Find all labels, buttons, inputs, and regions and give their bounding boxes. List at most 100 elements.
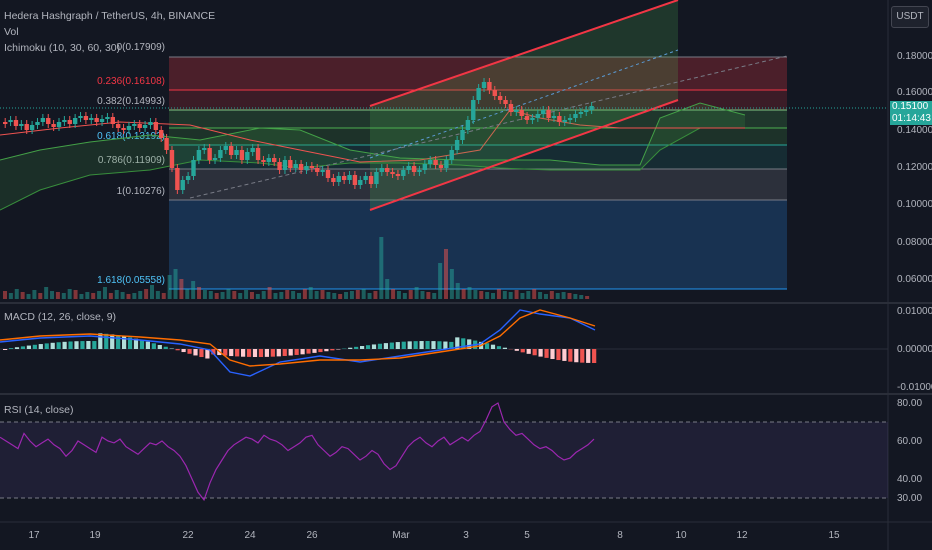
volume-bar — [338, 294, 343, 299]
macd-histogram-bar — [330, 349, 335, 351]
macd-histogram-bar — [544, 349, 549, 358]
candle — [169, 150, 175, 168]
volume-bar — [73, 290, 78, 299]
candle — [358, 180, 363, 185]
macd-histogram-bar — [556, 349, 561, 361]
candle — [315, 168, 320, 172]
time-axis-tick: 12 — [736, 530, 748, 541]
macd-histogram-bar — [80, 341, 85, 349]
macd-histogram-bar — [568, 349, 573, 362]
time-axis-tick: 22 — [182, 530, 194, 541]
price-axis-tick: 0.08000 — [897, 237, 932, 248]
macd-histogram-bar — [395, 342, 400, 349]
volume-bar — [208, 291, 213, 299]
macd-histogram-bar — [205, 349, 210, 359]
rsi-axis-tick: 60.00 — [897, 436, 922, 447]
macd-histogram-bar — [20, 346, 26, 349]
candle — [336, 176, 341, 182]
macd-histogram-bar — [294, 349, 299, 355]
volume-bar — [373, 291, 378, 299]
volume-bar — [114, 290, 119, 299]
macd-histogram-bar — [139, 340, 145, 349]
volume-bar — [185, 289, 190, 299]
volume-bar — [567, 293, 572, 299]
candle — [185, 176, 191, 180]
volume-bar — [20, 292, 25, 299]
channel-lower-line — [369, 99, 679, 211]
candle — [266, 158, 272, 162]
volume-bar — [3, 291, 7, 299]
volume-bar — [302, 289, 307, 299]
macd-histogram-bar — [181, 349, 186, 353]
volume-bar — [438, 263, 443, 299]
candle — [218, 150, 223, 158]
candle — [551, 116, 557, 118]
volume-bar — [26, 294, 31, 299]
volume-bar — [220, 292, 225, 299]
macd-histogram-bar — [502, 347, 507, 349]
macd-histogram-bar — [38, 344, 43, 349]
macd-histogram-bar — [8, 348, 14, 349]
volume-bar — [449, 269, 454, 299]
time-axis-tick: 5 — [524, 530, 530, 541]
volume-bar — [14, 289, 19, 299]
macd-histogram-bar — [86, 341, 91, 349]
rsi-axis-tick: 40.00 — [897, 474, 922, 485]
time-axis-tick: 15 — [828, 530, 840, 541]
macd-axis-tick: 0.01000 — [897, 306, 932, 317]
macd-histogram-bar — [50, 342, 55, 349]
price-axis-tick: 0.14000 — [897, 125, 932, 136]
volume-bar — [355, 290, 360, 299]
macd-axis-tick: -0.01000 — [897, 382, 932, 393]
currency-button[interactable]: USDT — [891, 6, 929, 28]
candle — [137, 124, 142, 128]
fib-zone — [169, 57, 787, 90]
volume-bar — [267, 287, 272, 299]
macd-histogram-bar — [258, 349, 264, 357]
macd-histogram-bar — [413, 341, 418, 349]
candle — [282, 160, 288, 170]
rsi-axis-tick: 80.00 — [897, 398, 922, 409]
candle — [255, 148, 261, 160]
candle — [67, 120, 72, 124]
volume-bar — [485, 292, 490, 299]
macd-histogram-bar — [484, 343, 490, 349]
volume-bar — [120, 292, 125, 299]
candle — [212, 158, 218, 160]
candle — [460, 130, 465, 140]
macd-histogram-bar — [348, 347, 353, 349]
macd-histogram-bar — [264, 349, 269, 357]
candle — [503, 100, 508, 104]
macd-histogram-bar — [377, 343, 383, 349]
candle — [228, 146, 234, 155]
last-price-tag: 0.15100 — [890, 101, 932, 113]
candle — [567, 118, 573, 120]
candle — [126, 126, 132, 130]
time-axis-tick: 17 — [28, 530, 40, 541]
candle — [132, 124, 137, 126]
candle — [578, 112, 584, 114]
volume-bar — [361, 289, 366, 299]
volume-bar — [573, 294, 578, 299]
volume-bar — [155, 291, 160, 299]
candle — [433, 160, 438, 165]
volume-bar — [314, 291, 319, 299]
candle — [293, 164, 298, 168]
volume-bar — [420, 291, 425, 299]
macd-histogram-bar — [324, 349, 329, 352]
candle — [573, 114, 578, 118]
macd-histogram-bar — [98, 333, 103, 349]
candle — [562, 120, 567, 122]
volume-bar — [496, 289, 501, 299]
macd-histogram-bar — [163, 346, 168, 349]
volume-bar — [344, 292, 349, 299]
countdown-tag: 01:14:43 — [890, 113, 932, 125]
candle — [72, 118, 78, 124]
rsi-band — [0, 422, 888, 498]
candle — [454, 140, 460, 150]
volume-bar — [555, 293, 560, 299]
volume-label: Vol — [4, 26, 19, 38]
candle — [191, 160, 196, 176]
volume-bar — [138, 291, 143, 299]
